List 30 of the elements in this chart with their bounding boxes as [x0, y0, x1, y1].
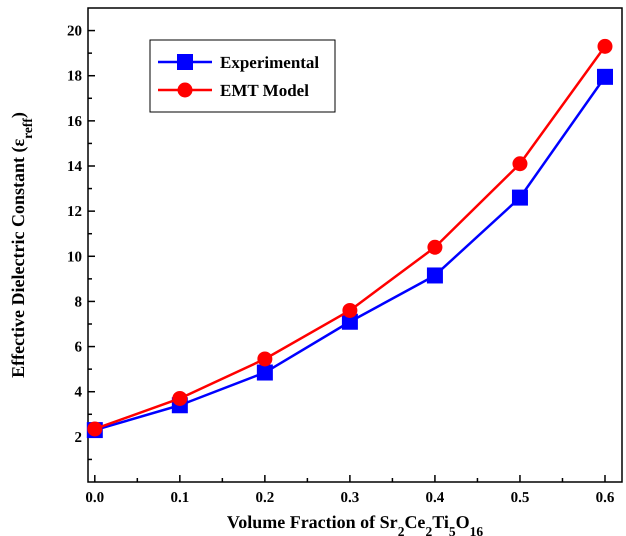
point — [426, 267, 443, 284]
y-tick-label: 14 — [67, 159, 82, 175]
y-tick-label: 10 — [67, 249, 82, 266]
point — [427, 240, 442, 255]
legend-label: EMT Model — [220, 81, 310, 100]
y-tick-label: 6 — [74, 340, 82, 356]
y-tick-label: 2 — [74, 430, 82, 446]
point — [256, 364, 273, 381]
point — [342, 302, 358, 318]
x-tick-label: 0.2 — [255, 490, 274, 506]
point — [512, 190, 528, 206]
y-tick-label: 4 — [74, 384, 82, 401]
y-tick-label: 20 — [67, 24, 82, 40]
x-axis-title: Volume Fraction of Sr$_{2}$Ce$_{2}$Ti$_{5}$O$_{16}$ — [226, 512, 484, 536]
y-tick-label: 16 — [67, 114, 82, 130]
y-tick-label: 12 — [67, 204, 82, 220]
point — [512, 156, 528, 172]
x-tick-label: 0.3 — [340, 490, 360, 506]
x-tick-label: 0.0 — [85, 490, 104, 506]
point — [257, 351, 272, 366]
x-tick-label: 0.1 — [170, 490, 190, 506]
point — [172, 390, 188, 406]
y-tick-label: 8 — [74, 294, 82, 310]
x-tick-label: 0.5 — [510, 490, 530, 506]
point — [596, 68, 613, 85]
x-tick-label: 0.4 — [426, 490, 445, 506]
point — [597, 38, 612, 54]
legend-label: Experimental — [220, 53, 320, 72]
y-tick-label: 18 — [67, 68, 82, 85]
x-tick-label: 0.6 — [596, 490, 615, 506]
